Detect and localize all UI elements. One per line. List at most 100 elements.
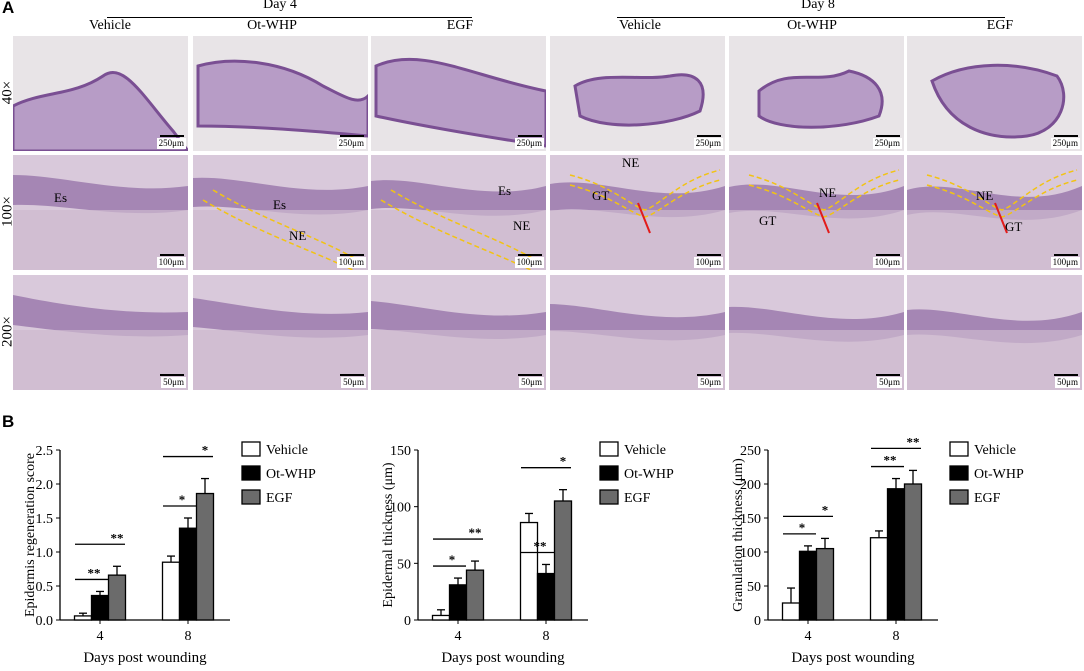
histology-image-r1-c2: 100μm xyxy=(371,155,546,270)
significance-marker: ** xyxy=(907,434,920,449)
significance-marker: ** xyxy=(111,530,124,545)
scale-bar xyxy=(876,254,900,256)
legend-swatch-vehicle xyxy=(949,441,969,457)
significance-marker: * xyxy=(560,454,567,469)
scale-bar-label: 250μm xyxy=(156,138,186,149)
annotation-gt-6: GT xyxy=(592,188,610,203)
scale-bar xyxy=(160,374,184,376)
scale-bar-label: 100μm xyxy=(872,257,902,268)
scale-bar xyxy=(518,374,542,376)
bar-vehicle-8 xyxy=(519,521,539,621)
bar-ot-whp-8 xyxy=(178,527,198,621)
histology-image-r0-c0: 250μm xyxy=(13,36,188,151)
scale-bar xyxy=(518,135,542,137)
legend-label-egf: EGF xyxy=(266,491,293,506)
significance-marker: ** xyxy=(88,565,101,580)
bar-egf-8 xyxy=(195,492,215,621)
day8-line xyxy=(617,17,1005,18)
scale-bar xyxy=(160,135,184,137)
y-tick-label: 0 xyxy=(754,614,761,629)
scale-bar xyxy=(518,254,542,256)
y-tick-label: 0.5 xyxy=(36,580,54,595)
scale-bar-label: 50μm xyxy=(519,377,544,388)
annotation-es-1: Es xyxy=(273,197,286,212)
histology-image-r2-c1: 50μm xyxy=(193,275,368,390)
histology-image-r2-c5: 50μm xyxy=(907,275,1082,390)
scale-bar xyxy=(340,254,364,256)
scale-bar xyxy=(1054,374,1078,376)
scale-bar xyxy=(340,374,364,376)
legend-label-egf: EGF xyxy=(974,491,1001,506)
x-tick-label: 8 xyxy=(543,629,550,644)
scale-bar-label: 100μm xyxy=(693,257,723,268)
scale-bar-label: 100μm xyxy=(156,257,186,268)
bar-egf-4 xyxy=(815,547,835,621)
chart-granulation-thickness: 0 50 100 150 200 250 Granulation thickness (μm… xyxy=(728,420,1084,666)
histology-image-r2-c0: 50μm xyxy=(13,275,188,390)
scale-bar-label: 250μm xyxy=(1050,138,1080,149)
legend-swatch-egf xyxy=(949,489,969,505)
y-tick-label: 150 xyxy=(390,444,411,459)
legend-label-vehicle: Vehicle xyxy=(266,443,308,458)
bar-vehicle-4 xyxy=(431,614,451,621)
annotation-ne-2: NE xyxy=(289,228,307,243)
histology-image-r1-c5: 100μm xyxy=(907,155,1082,270)
histology-image-r1-c0: 100μm xyxy=(13,155,188,270)
significance-marker: * xyxy=(449,552,456,567)
significance-marker: ** xyxy=(469,525,482,540)
significance-marker: * xyxy=(822,502,829,517)
y-axis-label: Epidermal thickness (μm) xyxy=(381,462,396,607)
bar-vehicle-4 xyxy=(73,615,93,621)
chart-epidermis-score: 0.0 0.5 1.0 1.5 2.0 2.5 Epidermis regeneration… xyxy=(20,420,380,666)
bar-egf-8 xyxy=(903,483,923,621)
annotation-ne-7: NE xyxy=(819,185,837,200)
histology-image-r1-c4: 100μm xyxy=(729,155,904,270)
bar-vehicle-8 xyxy=(161,561,181,621)
legend-swatch-egf xyxy=(241,489,261,505)
day4-label: Day 4 xyxy=(263,0,297,12)
y-tick-label: 0.0 xyxy=(36,614,54,629)
scale-bar xyxy=(876,135,900,137)
x-axis-label: Days post wounding xyxy=(441,650,565,666)
column-label-5: EGF xyxy=(986,18,1014,33)
histology-image-r2-c4: 50μm xyxy=(729,275,904,390)
histology-image-r1-c3: 100μm xyxy=(550,155,725,270)
legend-swatch-vehicle xyxy=(241,441,261,457)
histology-image-r2-c3: 50μm xyxy=(550,275,725,390)
y-tick-label: 50 xyxy=(747,580,761,595)
legend-swatch-ot-whp xyxy=(949,465,969,481)
y-tick-label: 1.5 xyxy=(36,512,54,527)
bar-vehicle-4 xyxy=(781,602,801,621)
histology-image-r0-c1: 250μm xyxy=(193,36,368,151)
legend-swatch-vehicle xyxy=(599,441,619,457)
annotation-gt-8: GT xyxy=(759,213,777,228)
bar-ot-whp-8 xyxy=(886,488,906,621)
scale-bar-label: 250μm xyxy=(514,138,544,149)
legend-label-egf: EGF xyxy=(624,491,651,506)
scale-bar-label: 250μm xyxy=(693,138,723,149)
panel-a-label: A xyxy=(2,0,15,17)
scale-bar xyxy=(697,135,721,137)
significance-marker: * xyxy=(799,520,806,535)
legend-swatch-egf xyxy=(599,489,619,505)
legend-swatch-ot-whp xyxy=(241,465,261,481)
legend-label-vehicle: Vehicle xyxy=(624,443,666,458)
column-label-1: Ot-WHP xyxy=(247,18,297,33)
y-tick-label: 150 xyxy=(740,512,761,527)
significance-marker: ** xyxy=(534,538,547,553)
y-tick-label: 0 xyxy=(404,614,411,629)
y-tick-label: 100 xyxy=(390,501,411,516)
scale-bar-label: 250μm xyxy=(872,138,902,149)
scale-bar-label: 100μm xyxy=(336,257,366,268)
annotation-es-0: Es xyxy=(54,190,67,205)
scale-bar-label: 50μm xyxy=(698,377,723,388)
bar-ot-whp-4 xyxy=(90,594,110,621)
y-tick-label: 100 xyxy=(740,546,761,561)
legend-label-vehicle: Vehicle xyxy=(974,443,1016,458)
column-label-3: Vehicle xyxy=(619,18,661,33)
y-tick-label: 250 xyxy=(740,444,761,459)
chart-epidermal-thickness: 0 50 100 150 Epidermal thickness (μm) 4 8 Days … xyxy=(378,420,730,666)
significance-marker: * xyxy=(202,443,209,458)
annotation-ne-4: NE xyxy=(513,218,531,233)
histology-image-r0-c2: 250μm xyxy=(371,36,546,151)
